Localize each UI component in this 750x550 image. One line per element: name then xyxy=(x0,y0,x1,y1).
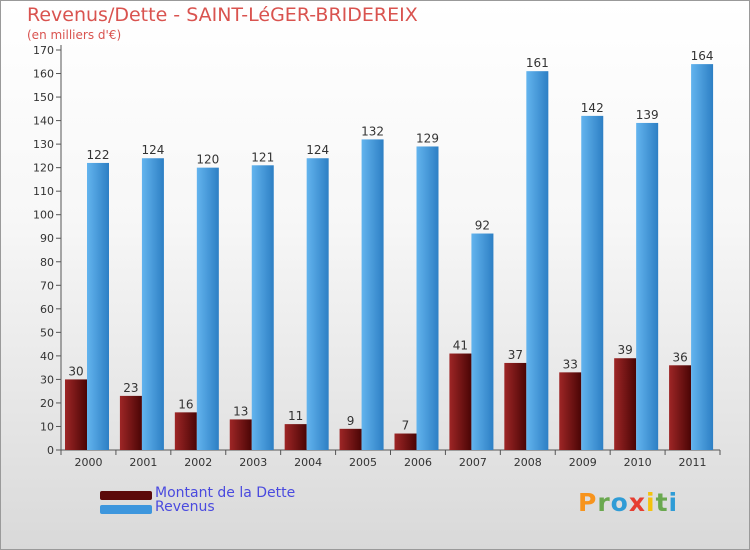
y-tick-label: 0 xyxy=(47,444,54,457)
data-label: 36 xyxy=(672,350,687,364)
legend-swatch-revenue xyxy=(100,505,152,514)
x-tick-label: 2004 xyxy=(294,456,322,469)
bar-debt xyxy=(614,358,637,450)
bar-revenue xyxy=(691,64,714,450)
bar-debt xyxy=(119,395,142,450)
y-tick-label: 120 xyxy=(33,162,54,175)
data-label: 132 xyxy=(361,124,384,138)
logo-letter: i xyxy=(646,488,656,517)
logo-letter: t xyxy=(655,488,669,517)
y-tick-label: 170 xyxy=(33,44,54,57)
data-label: 33 xyxy=(563,357,578,371)
x-tick-label: 2006 xyxy=(404,456,432,469)
bar-debt xyxy=(65,379,87,450)
bar-debt xyxy=(669,365,692,450)
legend-label-revenue: Revenus xyxy=(155,499,215,515)
bar-debt xyxy=(394,433,417,450)
y-tick-label: 20 xyxy=(40,397,54,410)
data-label: 13 xyxy=(233,404,248,418)
bar-debt xyxy=(449,353,472,450)
bar-debt xyxy=(504,362,527,450)
y-tick-label: 30 xyxy=(40,373,54,386)
data-label: 122 xyxy=(87,148,110,162)
y-tick-label: 100 xyxy=(33,209,54,222)
data-label: 142 xyxy=(581,101,604,115)
data-label: 139 xyxy=(636,108,659,122)
y-tick-label: 90 xyxy=(40,232,54,245)
legend-label-debt: Montant de la Dette xyxy=(155,485,296,501)
data-label: 164 xyxy=(691,49,714,63)
x-tick-label: 2002 xyxy=(184,456,212,469)
bar-debt xyxy=(284,424,307,450)
data-label: 23 xyxy=(123,381,138,395)
x-tick-label: 2001 xyxy=(129,456,157,469)
logo-letter: r xyxy=(597,488,611,517)
x-tick-label: 2005 xyxy=(349,456,377,469)
logo-letter: i xyxy=(668,488,679,517)
data-label: 124 xyxy=(141,143,164,157)
bar-revenue xyxy=(141,158,164,450)
logo-letter: P xyxy=(578,488,598,517)
data-label: 41 xyxy=(453,339,468,353)
bar-debt xyxy=(229,419,252,450)
bar-debt xyxy=(559,372,582,450)
y-tick-label: 60 xyxy=(40,303,54,316)
chart-title: Revenus/Dette - SAINT-LéGER-BRIDEREIX xyxy=(27,4,418,26)
bar-revenue xyxy=(526,71,549,451)
bar-debt xyxy=(339,428,362,450)
data-label: 120 xyxy=(196,153,219,167)
y-tick-label: 110 xyxy=(33,185,54,198)
bar-revenue xyxy=(471,233,494,450)
x-tick-label: 2011 xyxy=(679,456,707,469)
bar-revenue xyxy=(361,139,384,451)
legend-swatch-debt xyxy=(100,491,152,500)
data-label: 30 xyxy=(68,364,83,378)
bar-revenue xyxy=(87,162,109,451)
data-label: 121 xyxy=(251,150,274,164)
bar-revenue xyxy=(416,146,439,450)
bar-revenue xyxy=(636,122,659,451)
x-tick-label: 2009 xyxy=(569,456,597,469)
data-label: 11 xyxy=(288,409,303,423)
x-tick-label: 2003 xyxy=(239,456,267,469)
bar-revenue xyxy=(251,165,274,450)
proxiti-logo: Proxiti xyxy=(578,488,678,517)
data-label: 161 xyxy=(526,56,549,70)
y-tick-label: 140 xyxy=(33,115,54,128)
y-tick-label: 130 xyxy=(33,138,54,151)
data-label: 7 xyxy=(402,419,410,433)
data-label: 129 xyxy=(416,131,439,145)
logo-letter: x xyxy=(628,488,646,517)
data-label: 92 xyxy=(475,219,490,233)
x-tick-label: 2008 xyxy=(514,456,542,469)
x-tick-label: 2007 xyxy=(459,456,487,469)
bar-revenue xyxy=(306,158,329,450)
data-label: 124 xyxy=(306,143,329,157)
bar-debt xyxy=(174,412,197,450)
x-tick-label: 2000 xyxy=(74,456,102,469)
plot-area: 0 10 20 30 40 50 60 70 80 90 100 110 120 130 140 150 160… xyxy=(33,44,721,469)
y-tick-label: 10 xyxy=(40,420,54,433)
y-tick-label: 70 xyxy=(40,279,54,292)
chart-subtitle: (en milliers d'€) xyxy=(27,28,122,42)
data-label: 16 xyxy=(178,397,193,411)
data-label: 37 xyxy=(508,348,523,362)
data-label: 9 xyxy=(347,414,355,428)
data-label: 39 xyxy=(618,343,633,357)
y-tick-label: 80 xyxy=(40,256,54,269)
bar-revenue xyxy=(196,167,219,450)
y-tick-label: 50 xyxy=(40,326,54,339)
y-tick-label: 40 xyxy=(40,350,54,363)
bar-revenue xyxy=(581,115,604,450)
x-tick-label: 2010 xyxy=(624,456,652,469)
y-tick-label: 160 xyxy=(33,68,54,81)
logo-letter: o xyxy=(610,488,629,517)
y-tick-label: 150 xyxy=(33,91,54,104)
